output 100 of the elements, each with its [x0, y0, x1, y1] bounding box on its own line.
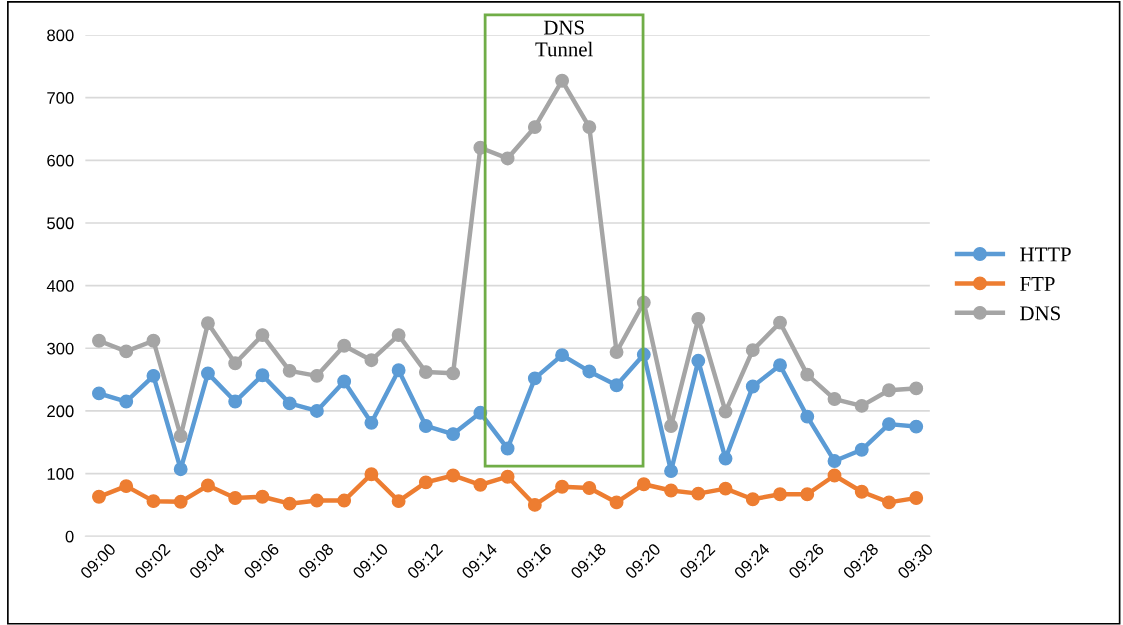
point [800, 487, 815, 502]
point [664, 419, 678, 433]
point [664, 464, 678, 479]
point [636, 477, 651, 492]
point [119, 344, 134, 359]
point [909, 491, 924, 505]
point [282, 363, 297, 378]
y-tick-label: 100 [47, 467, 74, 480]
point [473, 477, 488, 492]
point [827, 392, 842, 406]
point [609, 345, 624, 359]
point [582, 120, 597, 135]
point [800, 409, 815, 424]
point [200, 316, 215, 331]
point [255, 489, 270, 504]
point [691, 311, 706, 326]
point [337, 374, 352, 389]
point [527, 497, 542, 512]
point [854, 398, 869, 413]
point [391, 494, 406, 509]
point [527, 120, 542, 135]
point [664, 483, 678, 498]
point [582, 364, 597, 379]
point [228, 491, 243, 505]
point [609, 495, 624, 510]
y-tick-label: 800 [47, 29, 74, 42]
y-tick-label: 0 [65, 530, 74, 543]
point [337, 493, 352, 508]
annotation: DNS Tunnel [535, 20, 593, 57]
point [854, 442, 869, 457]
y-tick-label: 200 [47, 405, 74, 418]
point [146, 368, 161, 383]
point [500, 469, 515, 484]
point [173, 429, 188, 443]
point [773, 487, 787, 502]
point [691, 353, 706, 368]
y-tick-label: 500 [47, 217, 74, 230]
point [282, 496, 297, 511]
point [391, 328, 406, 343]
point [909, 419, 924, 434]
point [555, 348, 570, 363]
point [773, 358, 787, 373]
point [582, 481, 597, 495]
legend-label: DNS [1020, 306, 1060, 321]
point [309, 368, 324, 383]
point [255, 328, 270, 343]
point [146, 494, 161, 509]
point [119, 479, 134, 494]
point [609, 378, 624, 393]
point [745, 492, 760, 507]
point [854, 484, 869, 499]
point [282, 396, 297, 411]
point [718, 404, 733, 419]
y-tick-label: 600 [47, 154, 74, 167]
point [718, 481, 733, 496]
point [364, 415, 379, 430]
point [446, 427, 461, 442]
point [745, 379, 760, 394]
point [800, 367, 815, 382]
point [200, 366, 215, 381]
point [882, 495, 896, 510]
point [173, 494, 188, 509]
point [173, 462, 188, 477]
point [255, 368, 270, 383]
point [882, 383, 896, 398]
point [773, 315, 787, 330]
point [146, 333, 161, 348]
point [500, 151, 515, 166]
point [446, 366, 461, 381]
point [391, 363, 406, 378]
legend-label: HTTP [1020, 247, 1071, 262]
point [309, 403, 324, 418]
y-tick-label: 400 [46, 280, 74, 292]
point [92, 386, 106, 401]
point [337, 338, 352, 353]
point [200, 478, 215, 493]
point [309, 493, 324, 508]
point [364, 467, 379, 482]
point [500, 441, 515, 456]
point [718, 451, 733, 466]
point [527, 371, 542, 386]
point [418, 419, 433, 433]
point [446, 468, 461, 483]
point [691, 486, 706, 501]
point [228, 394, 243, 409]
point [119, 394, 134, 409]
point [555, 73, 570, 88]
point [364, 353, 379, 368]
point [882, 417, 896, 432]
point [92, 489, 106, 504]
point [745, 343, 760, 358]
point [92, 333, 106, 348]
point [418, 475, 433, 490]
y-tick-label: 300 [47, 342, 74, 355]
point [228, 356, 243, 371]
point [418, 365, 433, 380]
point [909, 381, 924, 396]
y-tick-label: 700 [47, 92, 74, 104]
point [827, 468, 842, 483]
point [827, 454, 842, 469]
